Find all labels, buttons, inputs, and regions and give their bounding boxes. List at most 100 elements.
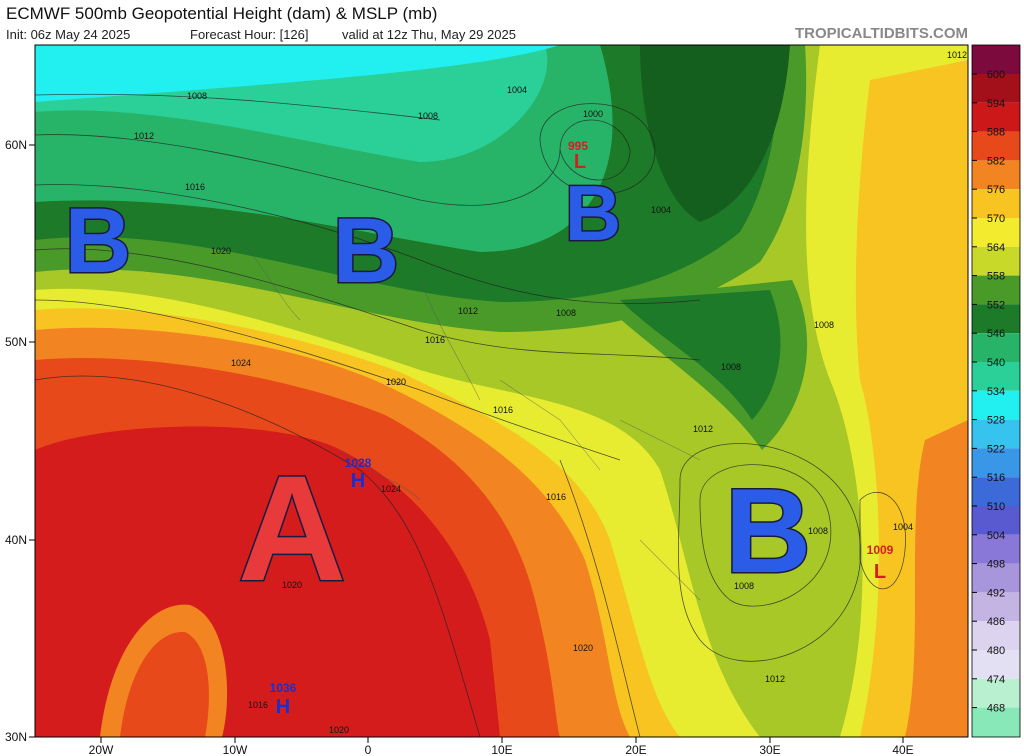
title: ECMWF 500mb Geopotential Height (dam) & … <box>6 4 437 23</box>
colorbar-label: 468 <box>987 703 1005 715</box>
isobar-label: 1012 <box>134 131 154 141</box>
lat-tick-label: 40N <box>5 533 27 547</box>
colorbar-label: 492 <box>987 587 1005 599</box>
lon-tick-label: 40E <box>892 743 913 756</box>
colorbar-label: 558 <box>987 271 1005 283</box>
lat-tick-label: 50N <box>5 335 27 349</box>
colorbar-swatch <box>972 390 1020 420</box>
isobar-label: 1012 <box>693 424 713 434</box>
colorbar-label: 564 <box>987 242 1005 254</box>
colorbar-label: 552 <box>987 299 1005 311</box>
pressure-value: 1028 <box>345 456 372 470</box>
pressure-value: 1009 <box>867 543 894 557</box>
colorbar-swatch <box>972 189 1020 218</box>
colorbar-swatch <box>972 218 1020 247</box>
pressure-symbol: H <box>351 470 365 492</box>
colorbar-label: 504 <box>987 530 1005 542</box>
colorbar-label: 516 <box>987 472 1005 484</box>
isobar-label: 1024 <box>231 358 251 368</box>
site-name: TROPICALTIDBITS.COM <box>795 25 968 42</box>
isobar-label: 1008 <box>556 308 576 318</box>
isobar-label: 1012 <box>765 674 785 684</box>
colorbar-label: 486 <box>987 616 1005 628</box>
colorbar-label: 594 <box>987 98 1005 110</box>
colorbar-label: 576 <box>987 184 1005 196</box>
colorbar-label: 474 <box>987 674 1005 686</box>
isobar-label: 1008 <box>721 362 741 372</box>
forecast-hour: Forecast Hour: [126] <box>190 27 309 42</box>
colorbar-swatch <box>972 131 1020 161</box>
colorbar-label: 510 <box>987 501 1005 513</box>
lon-tick-label: 10W <box>223 743 248 756</box>
isobar-label: 1016 <box>546 492 566 502</box>
isobar-label: 1016 <box>425 335 445 345</box>
lon-tick-label: 30E <box>759 743 780 756</box>
pressure-symbol: L <box>874 561 886 583</box>
colorbar-swatch <box>972 102 1020 132</box>
colorbar-swatch <box>972 362 1020 391</box>
lon-tick-label: 10E <box>491 743 512 756</box>
colorbar-swatch <box>972 477 1020 506</box>
colorbar-swatch <box>972 74 1020 103</box>
system-letter: B <box>333 200 399 302</box>
isobar-label: 1020 <box>573 643 593 653</box>
colorbar-swatch <box>972 160 1020 190</box>
isobar-label: 1020 <box>211 246 231 256</box>
colorbar-label: 588 <box>987 127 1005 139</box>
colorbar-swatch <box>972 246 1020 276</box>
colorbar-label: 498 <box>987 559 1005 571</box>
system-letter: B <box>725 464 812 598</box>
isobar-label: 1008 <box>734 581 754 591</box>
colorbar-swatch <box>972 678 1020 708</box>
colorbar-swatch <box>972 45 1020 74</box>
overlay: 1008 1008 1004 1000 1004 1012 1016 1020 1024 1020… <box>63 50 967 735</box>
isobar-label: 1004 <box>893 522 913 532</box>
pressure-value: 995 <box>568 139 588 153</box>
colorbar-swatch <box>972 304 1020 334</box>
colorbar-swatch <box>972 275 1020 305</box>
lon-tick-label: 20E <box>625 743 646 756</box>
colorbar-label: 582 <box>987 155 1005 167</box>
lon-tick-label: 20W <box>89 743 114 756</box>
colorbar-label: 570 <box>987 213 1005 225</box>
pressure-symbol: L <box>574 151 586 173</box>
colorbar-label: 534 <box>987 386 1005 398</box>
lat-tick-label: 60N <box>5 138 27 152</box>
colorbar-swatch <box>972 621 1020 650</box>
isobar-label: 1008 <box>187 91 207 101</box>
colorbar-label: 528 <box>987 415 1005 427</box>
map-fill <box>35 45 968 737</box>
colorbar-swatch <box>972 707 1020 737</box>
pressure-value: 1036 <box>270 681 297 695</box>
lon-tick-label: 0 <box>365 743 372 756</box>
init-time: Init: 06z May 24 2025 <box>6 27 130 42</box>
isobar-label: 1008 <box>808 526 828 536</box>
isobar-label: 1016 <box>248 700 268 710</box>
colorbar-label: 600 <box>987 69 1005 81</box>
colorbar-swatch <box>972 650 1020 679</box>
isobar-label: 1020 <box>282 580 302 590</box>
system-letter: B <box>565 169 621 257</box>
colorbar-label: 480 <box>987 645 1005 657</box>
isobar-label: 1004 <box>507 85 527 95</box>
isobar-label: 1004 <box>651 205 671 215</box>
colorbar-swatch <box>972 419 1020 449</box>
pressure-symbol: H <box>276 696 290 718</box>
colorbar-label: 540 <box>987 357 1005 369</box>
isobar-label: 1000 <box>583 109 603 119</box>
isobar-label: 1016 <box>493 405 513 415</box>
colorbar-label: 546 <box>987 328 1005 340</box>
isobar-label: 1024 <box>381 484 401 494</box>
valid-time: valid at 12z Thu, May 29 2025 <box>342 27 516 42</box>
lat-tick-label: 30N <box>5 730 27 744</box>
colorbar-swatch <box>972 592 1020 622</box>
isobar-label: 1008 <box>418 111 438 121</box>
isobar-label: 1020 <box>386 377 406 387</box>
isobar-label: 1020 <box>329 725 349 735</box>
colorbar-label: 522 <box>987 443 1005 455</box>
colorbar-swatch <box>972 506 1020 535</box>
colorbar-swatch <box>972 534 1020 564</box>
colorbar-swatch <box>972 448 1020 478</box>
isobar-label: 1012 <box>947 50 967 60</box>
